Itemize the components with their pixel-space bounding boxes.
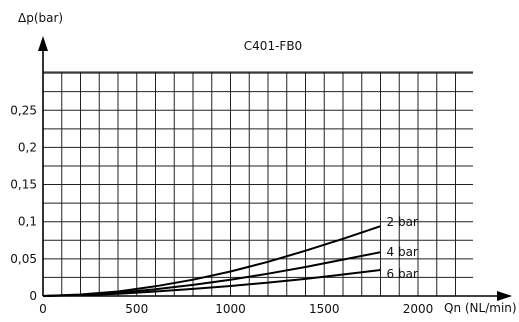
y-tick-label: 0,25: [10, 103, 37, 117]
chart-title: C401-FB0: [244, 39, 302, 53]
y-tick-label: 0,1: [18, 215, 37, 229]
x-axis-label: Qn (NL/min): [444, 301, 517, 315]
chart-series: 2 bar 4 bar 6 bar: [42, 215, 418, 297]
chart-labels: C401-FB0 Δp(bar) Qn (NL/min): [18, 11, 517, 315]
series-line-6-bar: [42, 269, 381, 297]
x-tick-label: 1500: [309, 302, 340, 316]
chart-grid: [42, 71, 473, 297]
y-tick-label: 0,15: [10, 178, 37, 192]
series-label: 6 bar: [387, 267, 418, 281]
chart-ticks: 0 500 1000 1500 2000 0 0,05 0,1 0,15 0,2 0,25: [10, 103, 433, 316]
x-tick-label: 0: [39, 302, 47, 316]
series-label: 4 bar: [387, 245, 418, 259]
y-axis-arrow: [38, 36, 48, 51]
y-tick-label: 0,05: [10, 252, 37, 266]
chart-axes: [38, 36, 512, 301]
y-tick-label: 0: [29, 289, 37, 303]
series-label: 2 bar: [387, 215, 418, 229]
y-tick-label: 0,2: [18, 140, 37, 154]
y-axis-label: Δp(bar): [18, 11, 63, 25]
x-tick-label: 2000: [403, 302, 434, 316]
x-axis-arrow: [497, 291, 512, 301]
x-tick-label: 500: [125, 302, 148, 316]
x-tick-label: 1000: [215, 302, 246, 316]
